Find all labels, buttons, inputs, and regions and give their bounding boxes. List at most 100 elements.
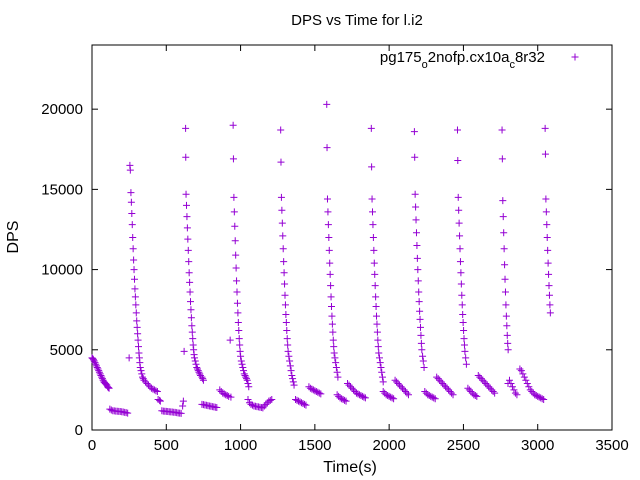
data-point	[89, 356, 97, 364]
data-point	[131, 293, 139, 301]
data-point	[139, 373, 147, 381]
legend-series-label: pg175o2nofp.cx10ac8r32	[380, 49, 545, 71]
data-point	[182, 201, 190, 209]
data-point	[193, 363, 201, 371]
data-point	[388, 394, 396, 402]
chart-title: DPS vs Time for l.i2	[291, 12, 423, 29]
y-axis: 0 5000 10000 15000 20000	[41, 101, 612, 439]
data-point	[375, 354, 383, 362]
data-point	[199, 376, 207, 384]
data-point	[390, 395, 398, 403]
data-point	[290, 381, 298, 389]
data-point	[183, 213, 191, 221]
data-point	[443, 384, 451, 392]
data-point	[91, 359, 99, 367]
data-point	[289, 375, 297, 383]
data-point	[464, 384, 472, 392]
x-tick-label: 1500	[298, 437, 331, 454]
data-point	[191, 354, 199, 362]
data-point	[220, 390, 228, 398]
data-point	[500, 229, 508, 237]
data-point	[134, 330, 142, 338]
data-point	[473, 392, 481, 400]
data-point	[344, 379, 352, 387]
data-point	[372, 293, 380, 301]
data-point	[185, 269, 193, 277]
data-point	[323, 100, 331, 108]
data-point	[417, 339, 425, 347]
data-point	[279, 232, 287, 240]
data-point	[315, 389, 323, 397]
data-point	[150, 386, 158, 394]
data-point	[227, 393, 235, 401]
data-point	[503, 322, 511, 330]
data-point	[127, 189, 135, 197]
data-point	[180, 347, 188, 355]
data-point	[372, 302, 380, 310]
data-point	[233, 299, 241, 307]
data-point	[501, 275, 509, 283]
x-tick-label: 2000	[372, 437, 405, 454]
x-tick-label: 3500	[595, 437, 628, 454]
data-point	[248, 401, 256, 409]
y-tick-label: 5000	[50, 342, 83, 359]
data-point	[189, 335, 197, 343]
x-tick-label: 1000	[224, 437, 257, 454]
data-point	[485, 383, 493, 391]
data-point	[543, 221, 551, 229]
data-point	[369, 221, 377, 229]
data-point	[324, 208, 332, 216]
data-point	[474, 371, 482, 379]
data-point	[373, 328, 381, 336]
data-point	[104, 383, 112, 391]
data-point	[179, 402, 187, 410]
data-point	[192, 360, 200, 368]
data-point	[328, 312, 336, 320]
data-point	[317, 390, 325, 398]
data-point	[542, 208, 550, 216]
data-point	[324, 221, 332, 229]
data-point	[373, 312, 381, 320]
data-point	[237, 357, 245, 365]
data-point	[504, 339, 512, 347]
data-point	[295, 397, 303, 405]
data-point	[503, 331, 511, 339]
data-point	[90, 357, 98, 365]
data-point	[501, 288, 509, 296]
data-point	[338, 395, 346, 403]
data-point	[541, 150, 549, 158]
data-point	[462, 360, 470, 368]
data-point	[302, 401, 310, 409]
data-point	[231, 237, 239, 245]
data-point	[459, 311, 467, 318]
data-point	[460, 341, 468, 349]
data-point	[323, 195, 331, 203]
data-point	[105, 384, 113, 392]
data-point	[546, 309, 554, 317]
data-point	[229, 121, 237, 129]
data-point	[349, 386, 357, 394]
data-point	[127, 198, 135, 206]
data-point	[330, 349, 338, 357]
data-point	[397, 383, 405, 391]
data-point	[183, 224, 191, 232]
data-point	[326, 259, 334, 267]
y-tick-label: 20000	[41, 101, 83, 118]
data-point	[342, 397, 350, 405]
data-point	[522, 376, 530, 384]
data-point	[416, 315, 424, 323]
data-point	[520, 373, 528, 381]
data-point	[284, 347, 292, 355]
data-point	[416, 323, 424, 331]
data-point	[456, 258, 464, 266]
data-point	[232, 264, 240, 272]
data-point	[329, 336, 337, 344]
data-point	[449, 391, 457, 399]
data-point	[341, 396, 349, 404]
data-point	[483, 381, 491, 389]
data-point	[326, 270, 334, 278]
legend-marker	[571, 53, 579, 61]
data-point	[222, 391, 230, 399]
data-point	[184, 235, 192, 243]
data-point	[425, 392, 433, 400]
